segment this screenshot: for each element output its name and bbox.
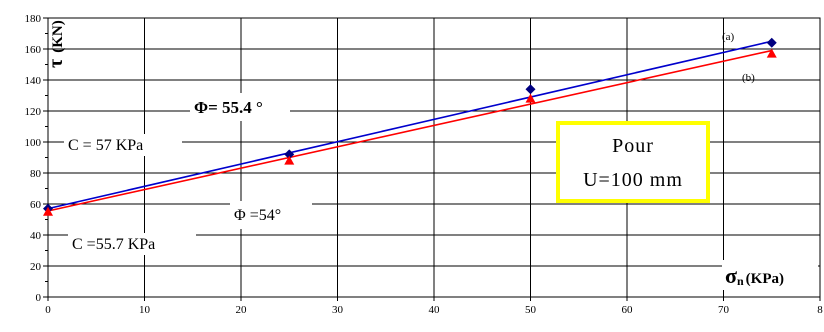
y-axis-title: τ(KN) xyxy=(45,20,67,68)
x-tick-label: 8 xyxy=(817,304,823,316)
y-tick-label: 60 xyxy=(30,199,42,211)
c-a-bg xyxy=(64,134,182,156)
y-axis-unit: (KN) xyxy=(50,20,66,53)
x-tick-label: 40 xyxy=(429,304,441,316)
x-axis-title-bg xyxy=(722,260,818,290)
y-tick-label: 80 xyxy=(30,168,42,180)
condition-line-2: U=100 mm xyxy=(583,169,683,191)
fit-lines xyxy=(47,40,772,212)
x-tick-labels: 0 10 20 30 40 50 60 70 8 xyxy=(45,304,823,316)
y-tick-label: 40 xyxy=(30,230,42,242)
y-tick-label: 0 xyxy=(36,292,42,304)
series-b-label: (b) xyxy=(742,72,755,84)
phi-a-label: Φ= 55.4 ° xyxy=(194,98,263,117)
condition-line-1: Pour xyxy=(612,135,654,157)
data-point-b xyxy=(284,155,295,165)
y-tick-label: 140 xyxy=(25,75,42,87)
y-tick-label: 100 xyxy=(25,137,42,149)
x-tick-label: 30 xyxy=(332,304,344,316)
data-point-a xyxy=(284,149,295,160)
x-tick-label: 70 xyxy=(718,304,730,316)
c-a-label: C = 57 KPa xyxy=(68,137,143,154)
data-point-b xyxy=(525,93,536,103)
data-markers xyxy=(43,37,777,216)
y-tick-labels: 0 20 40 60 80 100 120 140 160 180 xyxy=(25,13,42,304)
x-tick-label: 10 xyxy=(139,304,151,316)
y-tick-label: 20 xyxy=(30,261,42,273)
data-point-b xyxy=(43,206,53,216)
fit-line-b xyxy=(47,49,772,212)
condition-box xyxy=(556,121,710,203)
c-b-label: C =55.7 KPa xyxy=(72,236,155,253)
x-axis-title: σn (KPa) xyxy=(725,263,784,288)
phi-b-label: Φ =54° xyxy=(234,207,281,224)
data-point-a xyxy=(766,37,777,48)
y-tick-label: 160 xyxy=(25,44,42,56)
y-tick-label: 120 xyxy=(25,106,42,118)
x-tick-label: 50 xyxy=(525,304,537,316)
x-tick-label: 0 xyxy=(45,304,51,316)
series-a-label: (a) xyxy=(722,31,735,43)
phi-a-bg xyxy=(190,93,290,121)
fit-line-a xyxy=(47,40,772,210)
y-tick-label: 180 xyxy=(25,13,42,25)
phi-b-bg xyxy=(230,201,312,229)
x-tick-label: 60 xyxy=(622,304,634,316)
axes xyxy=(43,17,821,301)
data-point-b xyxy=(766,48,777,58)
c-b-bg xyxy=(68,233,196,255)
x-tick-label: 20 xyxy=(236,304,248,316)
data-point-a xyxy=(525,84,536,95)
y-axis-title-text: τ(KN) xyxy=(45,20,67,68)
